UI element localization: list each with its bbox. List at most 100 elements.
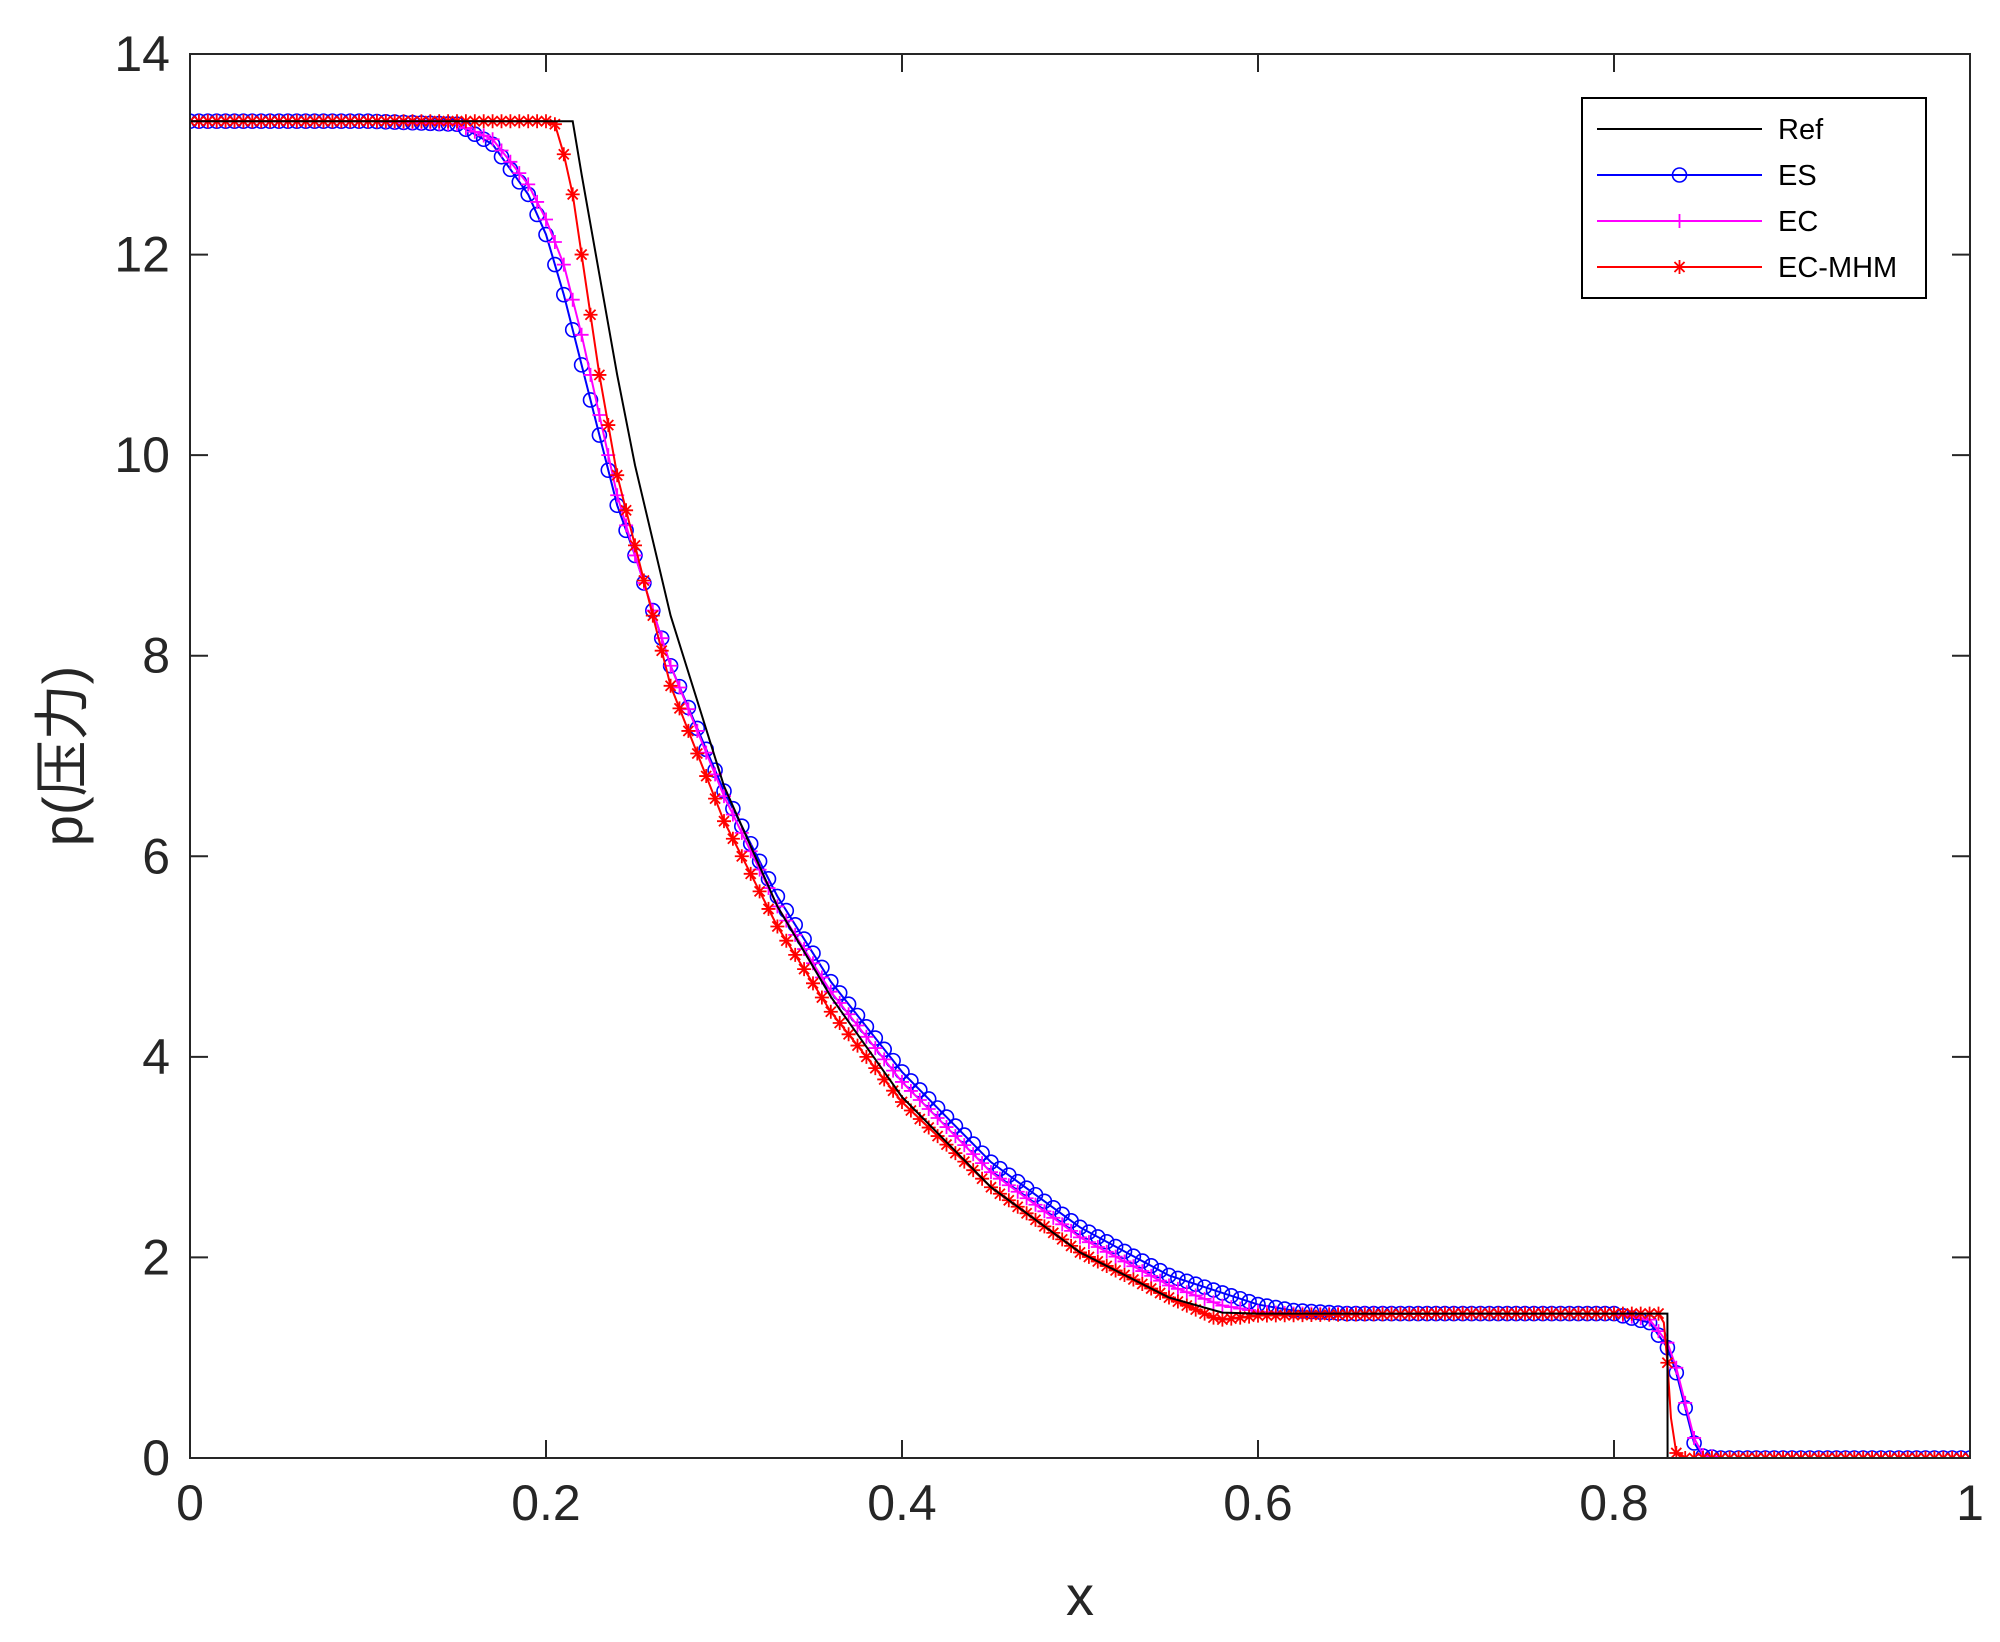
data-point-ec	[512, 166, 527, 181]
data-point-ec	[992, 1171, 1007, 1186]
data-point-ec	[1162, 1278, 1176, 1293]
data-point-ec	[1678, 1395, 1693, 1410]
data-point-ec	[476, 128, 491, 143]
data-point-ec-mhm	[797, 962, 812, 977]
data-point-ec-mhm	[583, 307, 598, 322]
data-point-ec	[654, 631, 669, 646]
data-point-ec	[1081, 1235, 1096, 1250]
data-point-ec-mhm	[1331, 1307, 1346, 1322]
data-point-ec-mhm	[868, 1061, 883, 1076]
data-point-ec	[1197, 1291, 1212, 1306]
data-point-ec-mhm	[1224, 1311, 1239, 1326]
data-point-ec-mhm	[886, 1083, 901, 1098]
data-point-ec-mhm	[930, 1129, 945, 1144]
data-point-ec	[1135, 1264, 1150, 1279]
axes-box	[189, 53, 1971, 1459]
data-point-ec-mhm	[743, 866, 758, 881]
data-point-ec-mhm	[921, 1120, 936, 1135]
data-point-ec-mhm	[1206, 1310, 1221, 1325]
data-point-ec-mhm	[556, 147, 571, 162]
data-point-ec-mhm	[1313, 1307, 1328, 1322]
y-tick-label: 12	[114, 227, 170, 283]
data-point-ec-mhm	[832, 1016, 847, 1031]
x-tick-label: 0.4	[867, 1475, 937, 1531]
data-point-ec-mhm	[565, 187, 580, 202]
data-point-ec-mhm	[761, 901, 776, 916]
y-tick-label: 0	[142, 1430, 170, 1486]
series-layer	[190, 113, 1970, 1458]
data-point-ec-mhm	[752, 884, 767, 899]
data-point-ec-mhm	[779, 933, 794, 948]
data-point-ec	[850, 1018, 865, 1033]
data-point-ec	[1090, 1240, 1105, 1254]
y-tick-label: 8	[142, 628, 170, 684]
data-point-ec-mhm	[770, 919, 785, 934]
x-tick-label: 1	[1956, 1475, 1984, 1531]
data-point-ec	[859, 1029, 874, 1044]
data-point-ec-mhm	[895, 1094, 909, 1109]
data-point-ec	[485, 132, 500, 147]
data-point-ec	[1046, 1210, 1061, 1225]
data-point-ec-mhm	[717, 814, 731, 829]
data-point-ec	[539, 212, 553, 227]
data-point-ec	[1188, 1288, 1203, 1303]
legend-label-ref: Ref	[1778, 114, 1824, 146]
data-point-ec	[912, 1092, 927, 1107]
x-tick-label: 0.8	[1579, 1475, 1649, 1531]
legend-label-ec-mhm: EC-MHM	[1778, 252, 1897, 284]
data-point-ec	[886, 1063, 901, 1078]
data-point-ec-mhm	[957, 1154, 972, 1169]
legend-item-ec-mhm: EC-MHM	[1597, 252, 1897, 284]
data-point-ec-mhm	[1233, 1310, 1248, 1325]
data-point-ec	[672, 680, 687, 695]
data-point-ec	[868, 1041, 883, 1056]
data-point-ec-mhm	[823, 1004, 838, 1019]
data-point-ec-mhm	[574, 247, 589, 262]
data-point-ec-mhm	[619, 503, 634, 518]
data-point-ec	[966, 1147, 981, 1162]
legend-marker-ec-mhm	[1672, 260, 1687, 274]
legend: Ref ES EC EC-MHM	[1581, 97, 1927, 299]
data-point-ec-mhm	[841, 1027, 856, 1042]
data-point-ec-mhm	[1251, 1308, 1265, 1323]
data-point-ec-mhm	[636, 573, 651, 588]
data-point-ec	[503, 154, 518, 169]
data-point-ec-mhm	[592, 367, 607, 382]
data-point-ec	[1651, 1324, 1666, 1339]
data-point-ec	[1037, 1204, 1052, 1219]
data-point-es	[582, 392, 599, 408]
x-tick-label: 0.2	[511, 1475, 581, 1531]
data-point-ec	[921, 1102, 936, 1117]
legend-box	[1581, 97, 1927, 299]
x-axis-title: x	[1066, 1564, 1094, 1627]
data-point-ec-mhm	[1286, 1308, 1301, 1323]
y-tick-label: 10	[114, 427, 170, 483]
data-point-ec	[592, 408, 607, 423]
x-tick-label: 0.6	[1223, 1475, 1293, 1531]
data-point-ec	[984, 1165, 998, 1180]
data-point-ec	[1179, 1285, 1194, 1300]
data-point-ec-mhm	[654, 643, 669, 658]
data-point-ec	[1117, 1254, 1132, 1269]
data-point-ec-mhm	[708, 791, 723, 806]
data-point-ec-mhm	[725, 831, 740, 846]
data-point-ec	[1073, 1230, 1087, 1245]
data-point-ec-mhm	[1170, 1294, 1185, 1309]
data-point-ec-mhm	[850, 1038, 865, 1053]
data-point-ec	[1170, 1281, 1185, 1296]
legend-item-es: ES	[1597, 160, 1817, 192]
data-point-ec-mhm	[547, 117, 562, 132]
series-line-ref	[190, 120, 1970, 1458]
data-point-ec-mhm	[681, 723, 696, 738]
data-point-ec	[1010, 1184, 1025, 1199]
data-point-ec-mhm	[788, 947, 803, 962]
data-point-ec-mhm	[806, 976, 820, 991]
data-point-ec	[521, 177, 536, 192]
data-point-ec-mhm	[610, 468, 625, 483]
data-point-ec	[1001, 1178, 1016, 1193]
y-tick-label: 14	[114, 26, 170, 82]
data-point-ec-mhm	[1259, 1308, 1274, 1323]
data-point-ec	[1153, 1273, 1168, 1288]
data-point-ec-mhm	[601, 418, 616, 433]
